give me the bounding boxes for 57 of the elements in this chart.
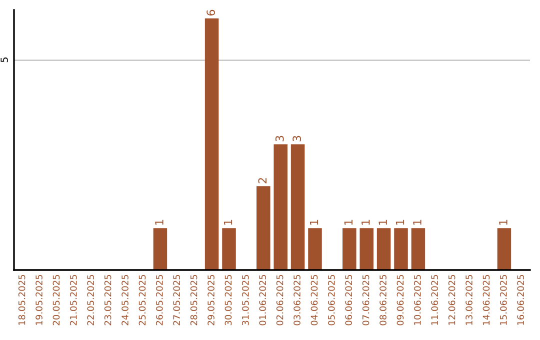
x-tick-label: 15.06.2025	[500, 274, 507, 325]
y-tick-label: 5	[0, 57, 8, 62]
bar	[222, 228, 236, 270]
x-tick-label: 25.05.2025	[138, 274, 146, 326]
data-label: 1	[499, 220, 508, 225]
bar	[290, 144, 305, 270]
x-tick-label: 05.06.2025	[328, 274, 335, 326]
x-tick-label: 23.05.2025	[104, 274, 112, 326]
x-tick-label: 12.06.2025	[448, 274, 456, 325]
x-tick-label: 30.05.2025	[224, 274, 232, 326]
x-tick-label: 18.05.2025	[18, 274, 26, 325]
x-tick-label: 28.05.2025	[190, 274, 198, 326]
x-tick-label: 29.05.2025	[208, 274, 214, 326]
data-label: 1	[310, 220, 318, 225]
x-tick-label: 22.05.2025	[87, 274, 94, 326]
data-label: 1	[413, 220, 422, 225]
x-tick-label: 27.05.2025	[173, 274, 180, 326]
bar	[394, 228, 408, 270]
bar	[274, 144, 288, 270]
bar	[342, 228, 356, 270]
x-tick-label: 08.06.2025	[380, 274, 386, 326]
data-label: 1	[224, 220, 232, 225]
data-label: 2	[258, 178, 266, 184]
x-tick-label: 11.06.2025	[431, 274, 438, 325]
x-tick-label: 21.05.2025	[70, 274, 77, 326]
bar	[256, 186, 270, 270]
data-label: 1	[396, 220, 404, 225]
x-tick-label: 01.06.2025	[259, 274, 266, 326]
bar	[153, 228, 168, 270]
x-tick-label: 26.05.2025	[156, 274, 163, 326]
x-tick-label: 07.06.2025	[362, 274, 370, 326]
data-label: 3	[292, 136, 302, 142]
bar	[204, 18, 219, 270]
x-tick-label: 31.05.2025	[242, 274, 249, 326]
data-label: 1	[155, 220, 164, 225]
x-tick-label: 03.06.2025	[294, 274, 300, 326]
x-tick-label: 04.06.2025	[310, 274, 318, 326]
data-label: 1	[362, 220, 370, 225]
x-tick-label: 19.05.2025	[36, 274, 42, 325]
x-tick-label: 13.06.2025	[466, 274, 472, 325]
x-tick-label: 10.06.2025	[414, 274, 421, 325]
data-label: 6	[206, 10, 216, 16]
bar	[411, 228, 426, 270]
x-tick-label: 02.06.2025	[276, 274, 284, 326]
x-tick-label: 16.06.2025	[517, 274, 524, 325]
x-tick-label: 09.06.2025	[396, 274, 404, 326]
x-tick-label: 24.05.2025	[122, 274, 128, 326]
x-tick-label: 06.06.2025	[345, 274, 352, 326]
data-label: 1	[378, 220, 387, 225]
x-tick-label: 14.06.2025	[482, 274, 490, 325]
bar	[360, 228, 374, 270]
bar	[308, 228, 322, 270]
data-label: 3	[275, 136, 284, 142]
bar	[376, 228, 391, 270]
x-tick-label: 20.05.2025	[52, 274, 60, 326]
data-label: 1	[344, 220, 352, 225]
bar	[497, 228, 512, 270]
